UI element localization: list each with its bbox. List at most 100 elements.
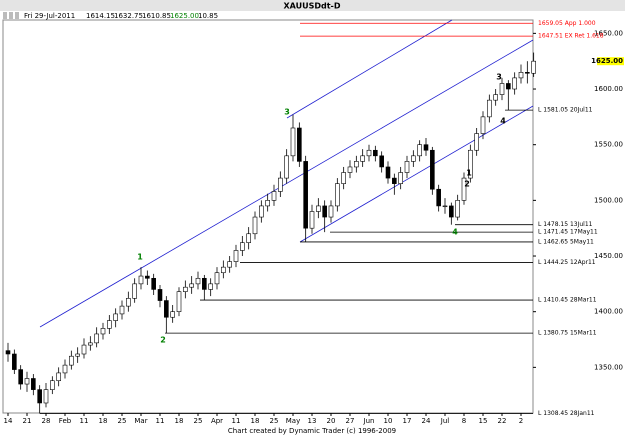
x-tick-label: 2 <box>519 417 523 425</box>
y-tick-label: 1400.00 <box>594 308 623 316</box>
candle-body <box>316 205 321 212</box>
x-tick-label: 14 <box>4 417 13 425</box>
candle-body <box>5 350 11 355</box>
candle-body <box>493 94 498 101</box>
candle-body <box>335 183 340 207</box>
x-tick-label: 27 <box>346 417 355 425</box>
icon <box>15 12 19 19</box>
candle-body <box>24 378 30 385</box>
candle-body <box>214 272 220 285</box>
candle-body <box>341 172 346 184</box>
level-label: L 1471.45 17May11 <box>538 229 598 236</box>
candle-body <box>119 305 125 315</box>
candle-body <box>138 275 144 285</box>
candle-body <box>379 155 384 168</box>
candle-body <box>176 291 182 312</box>
plot-frame <box>2 19 534 414</box>
info-close: 1625.00 <box>170 12 199 20</box>
x-tick-label: Mar <box>134 417 147 425</box>
candle-body <box>240 242 245 251</box>
level-label: L 1410.45 28Mar11 <box>538 297 597 304</box>
x-tick-label: 18 <box>99 417 108 425</box>
channel-line <box>299 105 534 243</box>
candle-body <box>322 205 327 218</box>
candle-body <box>461 177 467 201</box>
x-tick-label: 13 <box>308 417 317 425</box>
target-label: 1647.51 EX Ret 1.618 <box>538 33 604 40</box>
candle-body <box>62 364 68 374</box>
candle-body <box>246 233 251 243</box>
candle-body <box>252 216 258 235</box>
candle-body <box>94 333 99 344</box>
candle-body <box>259 205 264 218</box>
wave-label: 1 <box>137 253 143 262</box>
candle-body <box>468 149 473 179</box>
candle-body <box>208 283 213 290</box>
candle-body <box>506 83 511 90</box>
candle-body <box>354 161 359 168</box>
wave-label: 2 <box>160 336 166 345</box>
info-date: Fri 29-Jul-2011 <box>24 12 75 20</box>
icon <box>9 12 13 19</box>
info-low: 1610.85 <box>142 12 171 20</box>
x-tick-label: 22 <box>498 417 507 425</box>
x-tick-label: 11 <box>80 417 89 425</box>
candle-body <box>50 380 55 390</box>
candle-body <box>531 60 536 74</box>
level-label: L 1462.65 5May11 <box>538 238 594 245</box>
x-tick-label: Feb <box>59 417 72 425</box>
candle-body <box>411 155 416 162</box>
candle-body <box>75 353 80 357</box>
wave-label: 4 <box>500 117 506 126</box>
candle-body <box>392 177 397 184</box>
candle-body <box>100 328 106 335</box>
x-tick-label: Jul <box>440 417 450 425</box>
candle-body <box>12 353 17 370</box>
x-tick-label: 25 <box>194 417 203 425</box>
footer: Chart created by Dynamic Trader (c) 1996… <box>228 427 396 435</box>
candle-body <box>31 378 36 390</box>
y-tick-label: 1500.00 <box>594 196 623 204</box>
candle-body <box>423 144 429 151</box>
candle-body <box>430 149 435 190</box>
channel-line <box>286 19 453 119</box>
x-tick-label: 18 <box>175 417 184 425</box>
price-tag-label: 1625.00 <box>591 57 623 65</box>
candle-body <box>88 342 93 346</box>
candle-body <box>404 161 410 173</box>
chart-title: XAUUSDdt-D <box>283 2 340 11</box>
wave-label: 4 <box>452 228 458 237</box>
candle-body <box>132 283 137 299</box>
info-high: 1632.75 <box>114 12 143 20</box>
candle-body <box>189 283 194 288</box>
x-tick-label: 11 <box>232 417 241 425</box>
x-tick-label: Apr <box>211 417 223 425</box>
icon <box>3 12 7 19</box>
candle-body <box>347 166 353 173</box>
candle-body <box>151 277 156 290</box>
x-tick-label: 24 <box>422 417 431 425</box>
candle-body <box>297 127 302 162</box>
level-label: L 1308.45 28Jan11 <box>538 410 595 417</box>
candle-body <box>233 250 239 262</box>
candle-body <box>164 300 169 318</box>
candle-body <box>442 205 448 208</box>
candle-body <box>126 298 131 307</box>
candle-body <box>480 116 486 134</box>
candle-body <box>398 172 403 184</box>
level-label: L 1380.75 15Mar11 <box>538 330 597 337</box>
x-tick-label: 21 <box>23 417 32 425</box>
level-label: L 1444.25 12Apr11 <box>538 259 596 266</box>
x-tick-label: 25 <box>118 417 127 425</box>
candle-body <box>284 155 289 179</box>
x-tick-label: 18 <box>251 417 260 425</box>
candle-body <box>449 205 454 218</box>
candle-body <box>221 266 226 274</box>
candle-body <box>278 177 283 192</box>
title-bar <box>0 0 625 11</box>
candle-body <box>417 144 422 157</box>
wave-label: 1 <box>466 169 472 178</box>
candle-body <box>499 83 505 95</box>
candle-body <box>56 372 61 382</box>
